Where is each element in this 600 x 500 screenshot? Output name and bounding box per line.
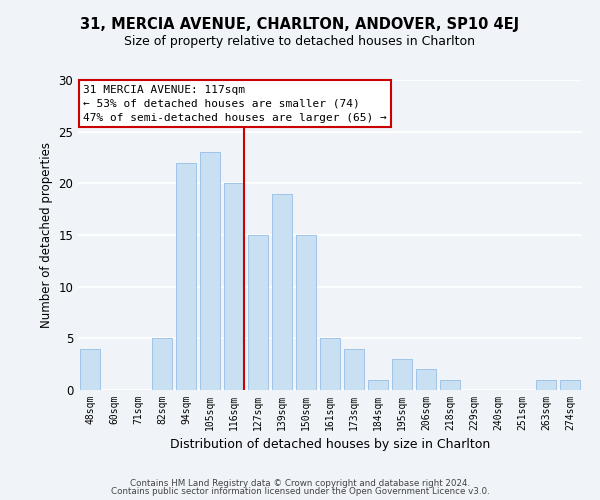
Bar [248, 235, 268, 390]
Bar [320, 338, 340, 390]
X-axis label: Distribution of detached houses by size in Charlton: Distribution of detached houses by size … [170, 438, 490, 452]
Bar [272, 194, 292, 390]
Bar [176, 162, 196, 390]
Text: Contains HM Land Registry data © Crown copyright and database right 2024.: Contains HM Land Registry data © Crown c… [130, 478, 470, 488]
Text: Size of property relative to detached houses in Charlton: Size of property relative to detached ho… [125, 35, 476, 48]
Bar [440, 380, 460, 390]
Text: 31, MERCIA AVENUE, CHARLTON, ANDOVER, SP10 4EJ: 31, MERCIA AVENUE, CHARLTON, ANDOVER, SP… [80, 18, 520, 32]
Bar [368, 380, 388, 390]
Bar [560, 380, 580, 390]
Bar [296, 235, 316, 390]
Text: Contains public sector information licensed under the Open Government Licence v3: Contains public sector information licen… [110, 487, 490, 496]
Bar [344, 348, 364, 390]
Y-axis label: Number of detached properties: Number of detached properties [40, 142, 53, 328]
Bar [536, 380, 556, 390]
Bar [200, 152, 220, 390]
Text: 31 MERCIA AVENUE: 117sqm
← 53% of detached houses are smaller (74)
47% of semi-d: 31 MERCIA AVENUE: 117sqm ← 53% of detach… [83, 84, 387, 122]
Bar [416, 370, 436, 390]
Bar [392, 359, 412, 390]
Bar [224, 184, 244, 390]
Bar [80, 348, 100, 390]
Bar [152, 338, 172, 390]
